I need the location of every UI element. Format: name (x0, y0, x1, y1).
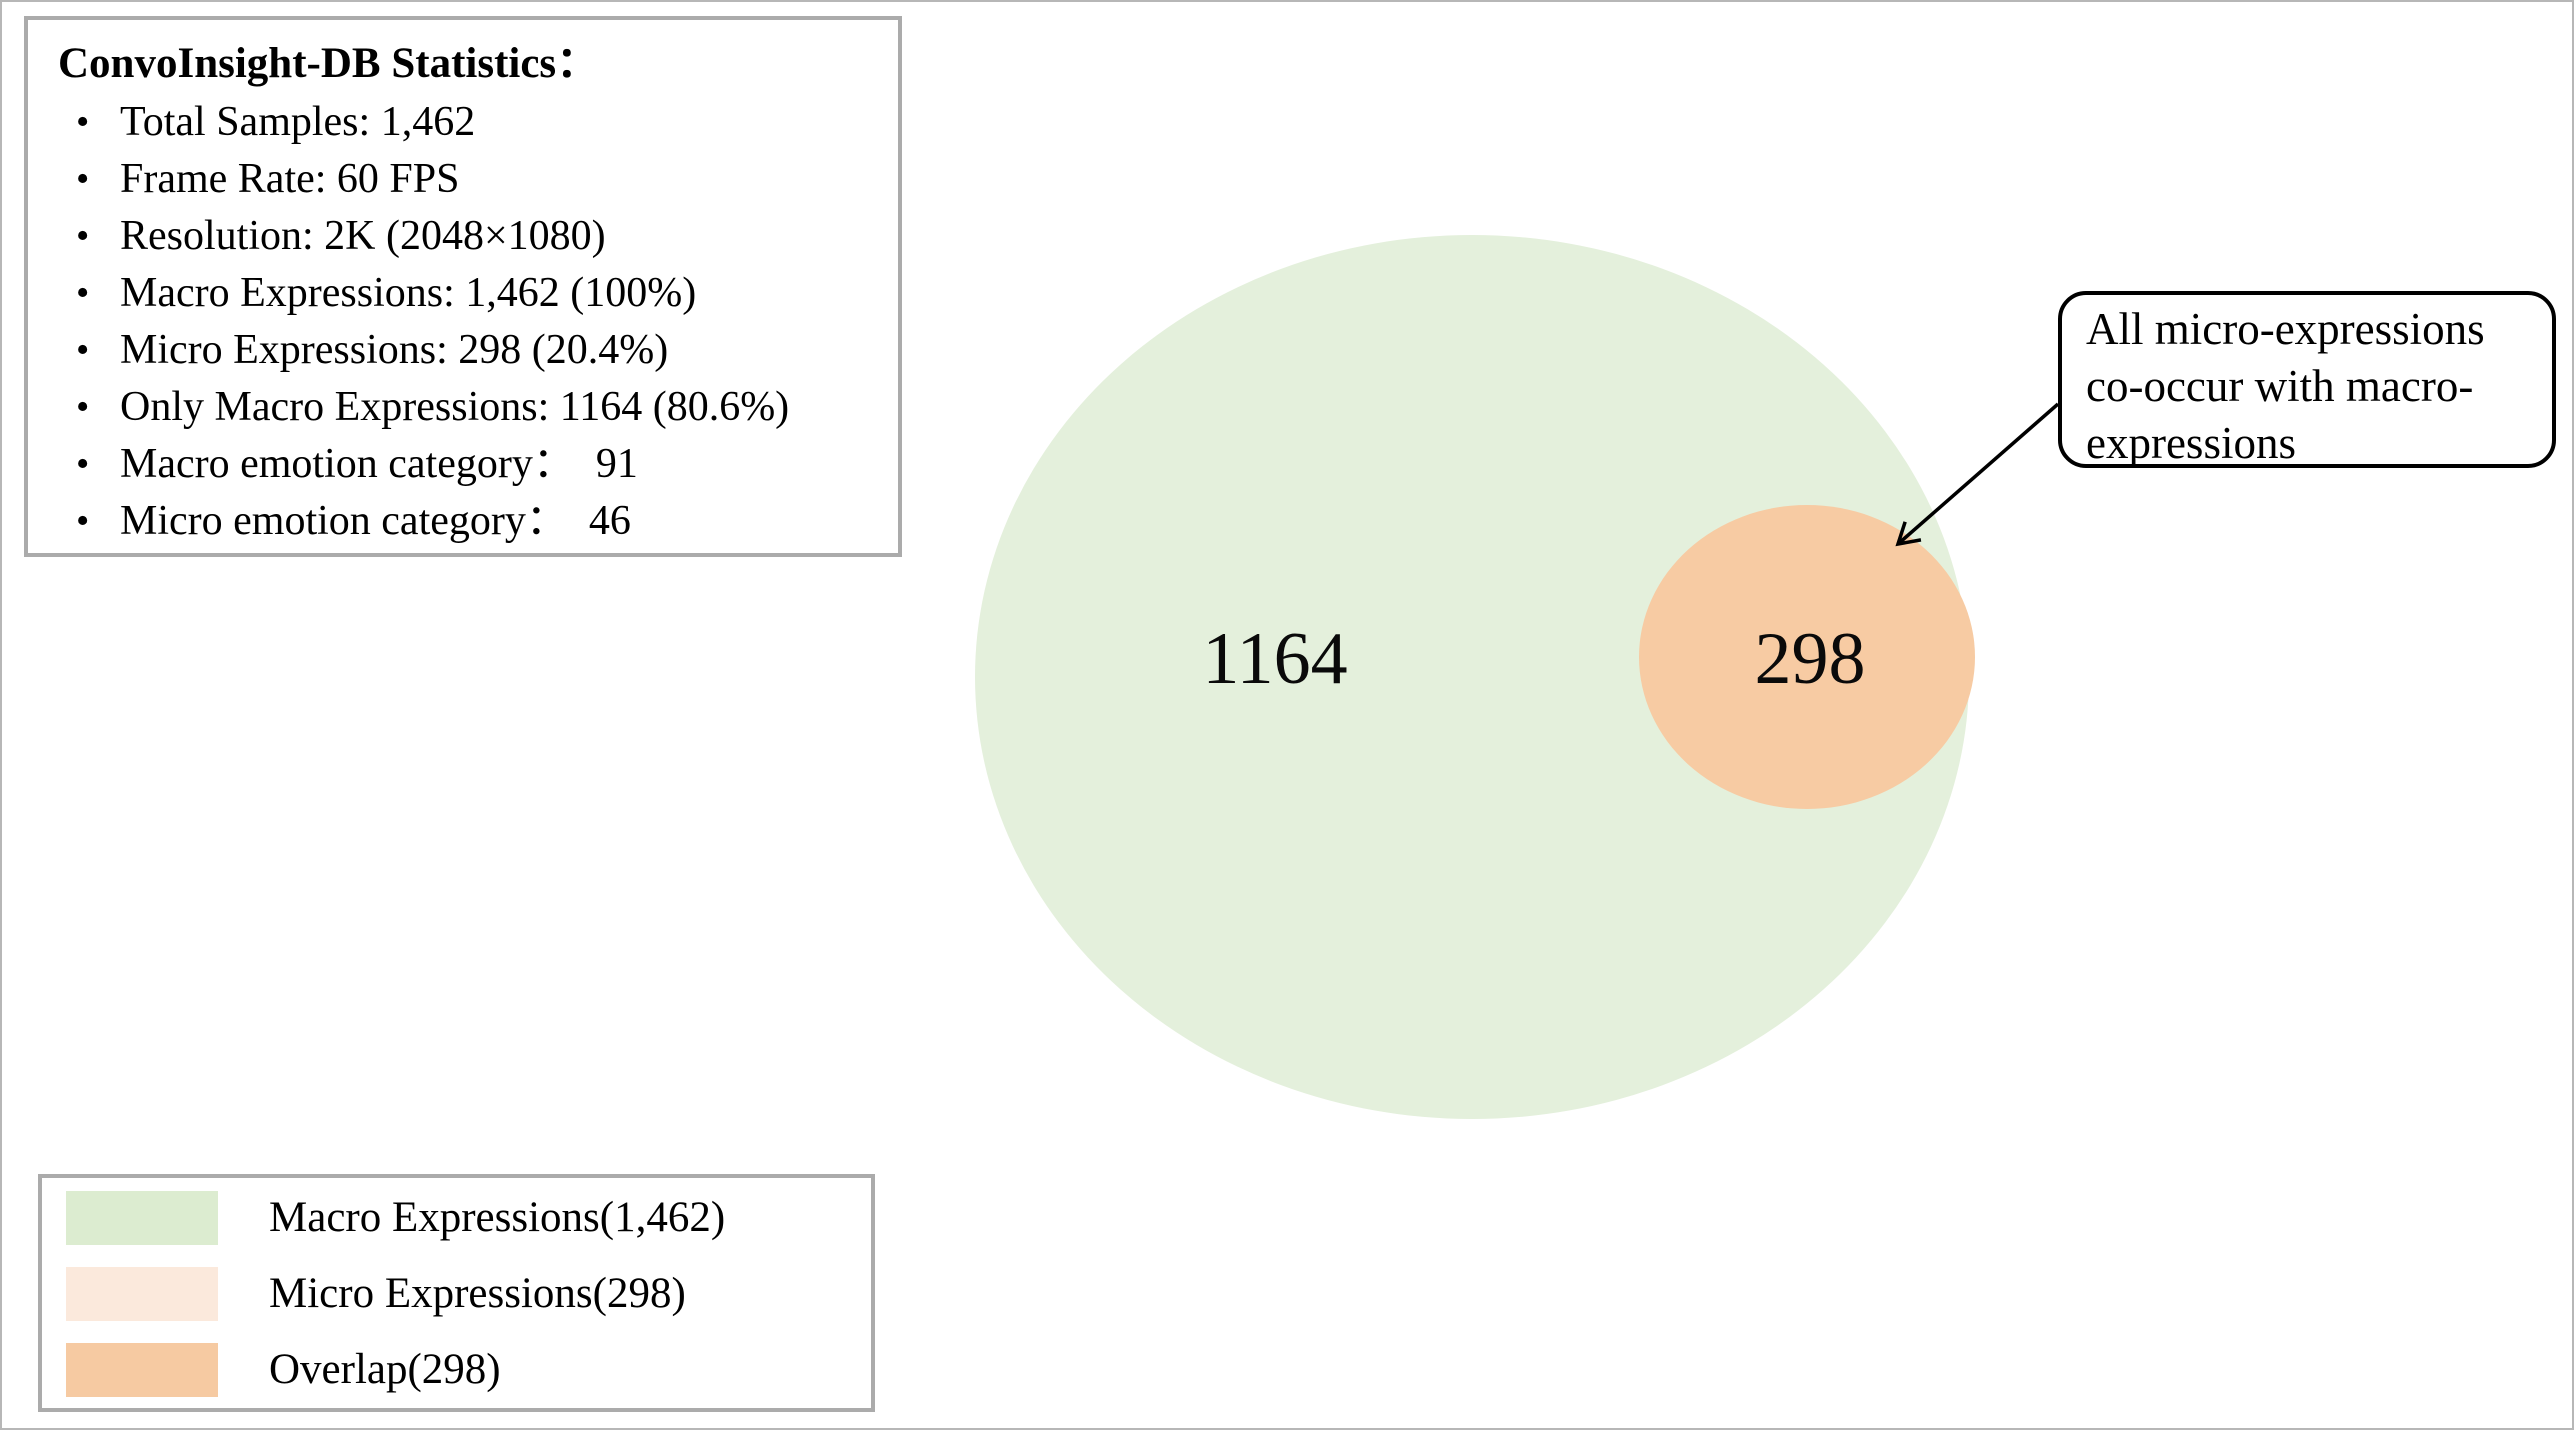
micro-swatch-icon (66, 1267, 218, 1321)
legend-label-macro: Macro Expressions(1,462) (269, 1194, 726, 1241)
statistics-list: • Total Samples: 1,462 • Frame Rate: 60 … (58, 94, 888, 550)
stat-item-macro-emotion-category: • Macro emotion category： 91 (58, 436, 888, 493)
annotation-text: All micro-expressions co-occur with macr… (2086, 304, 2485, 468)
bullet-icon: • (76, 272, 90, 314)
stat-item-total-samples: • Total Samples: 1,462 (58, 94, 888, 151)
overlap-count-label: 298 (1755, 618, 1866, 700)
legend-row-micro: Micro Expressions(298) (66, 1267, 871, 1321)
stat-item-macro-expressions: • Macro Expressions: 1,462 (100%) (58, 265, 888, 322)
stat-item-micro-expressions: • Micro Expressions: 298 (20.4%) (58, 322, 888, 379)
legend-row-macro: Macro Expressions(1,462) (66, 1191, 871, 1245)
annotation-arrow (1895, 402, 2060, 547)
bullet-icon: • (76, 158, 90, 200)
legend-label-micro: Micro Expressions(298) (269, 1270, 686, 1317)
legend-label-overlap: Overlap(298) (269, 1346, 501, 1393)
stat-item-only-macro-expressions: • Only Macro Expressions: 1164 (80.6%) (58, 379, 888, 436)
bullet-icon: • (76, 101, 90, 143)
bullet-icon: • (76, 329, 90, 371)
stat-item-micro-emotion-category: • Micro emotion category： 46 (58, 493, 888, 550)
bullet-icon: • (76, 500, 90, 542)
legend-row-overlap: Overlap(298) (66, 1343, 871, 1397)
stat-item-resolution: • Resolution: 2K (2048×1080) (58, 208, 888, 265)
annotation-callout: All micro-expressions co-occur with macr… (2058, 291, 2556, 468)
statistics-panel: ConvoInsight-DB Statistics： • Total Samp… (24, 16, 902, 557)
legend: Macro Expressions(1,462) Micro Expressio… (38, 1174, 875, 1412)
macro-swatch-icon (66, 1191, 218, 1245)
bullet-icon: • (76, 215, 90, 257)
only-macro-count-label: 1164 (1202, 618, 1347, 700)
micro-overlap-circle (1639, 505, 1975, 809)
bullet-icon: • (76, 443, 90, 485)
statistics-title: ConvoInsight-DB Statistics： (58, 40, 600, 87)
macro-expressions-circle (975, 235, 1969, 1119)
stat-item-frame-rate: • Frame Rate: 60 FPS (58, 151, 888, 208)
bullet-icon: • (76, 386, 90, 428)
overlap-swatch-icon (66, 1343, 218, 1397)
